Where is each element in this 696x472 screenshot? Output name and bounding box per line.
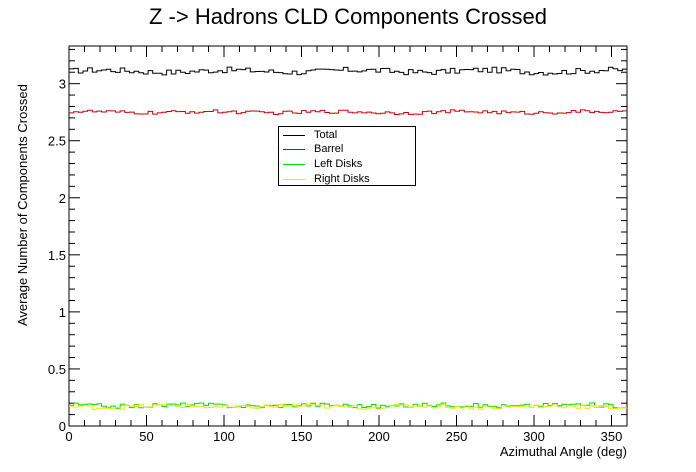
y-tick-label: 2.5	[48, 134, 66, 149]
y-tick-label: 0	[59, 419, 66, 434]
legend-label-left-disks: Left Disks	[314, 158, 363, 170]
x-tick-label: 350	[601, 429, 623, 444]
x-tick-label: 150	[291, 429, 313, 444]
series-line-barrel	[69, 109, 627, 115]
legend-entry-barrel: Barrel	[283, 142, 343, 156]
legend-label-right-disks: Right Disks	[314, 173, 370, 185]
series-group	[69, 66, 627, 410]
y-tick-label: 1	[59, 305, 66, 320]
legend-swatch-total	[283, 134, 305, 136]
x-tick-label: 0	[65, 429, 72, 444]
legend: Total Barrel Left Disks Right Disks	[278, 126, 416, 186]
y-tick-label: 1.5	[48, 248, 66, 263]
x-tick-label: 50	[139, 429, 153, 444]
series-line-right-disks	[69, 403, 627, 410]
legend-label-total: Total	[314, 129, 338, 141]
y-axis-label: Average Number of Components Crossed	[15, 84, 30, 326]
chart-title: Z -> Hadrons CLD Components Crossed	[149, 4, 547, 29]
legend-swatch-right-disks	[283, 178, 305, 180]
legend-entry-right-disks: Right Disks	[283, 172, 370, 186]
x-tick-label: 200	[368, 429, 390, 444]
legend-swatch-barrel	[283, 148, 305, 150]
x-axis-label: Azimuthal Angle (deg)	[500, 444, 627, 459]
legend-entry-total: Total	[283, 128, 337, 142]
x-tick-label: 100	[213, 429, 235, 444]
y-tick-label: 2	[59, 191, 66, 206]
legend-swatch-left-disks	[283, 163, 305, 165]
series-line-total	[69, 66, 627, 76]
axis-ticks: 0 50 100 150 200 250 300 350 0 0.5 1 1.5 2 2.5 3	[48, 46, 628, 444]
legend-entry-left-disks: Left Disks	[283, 157, 362, 171]
legend-label-barrel: Barrel	[314, 143, 344, 155]
plot-frame	[68, 45, 628, 427]
y-tick-label: 3	[59, 77, 66, 92]
x-tick-label: 300	[523, 429, 545, 444]
x-tick-label: 250	[446, 429, 468, 444]
y-tick-label: 0.5	[48, 362, 66, 377]
